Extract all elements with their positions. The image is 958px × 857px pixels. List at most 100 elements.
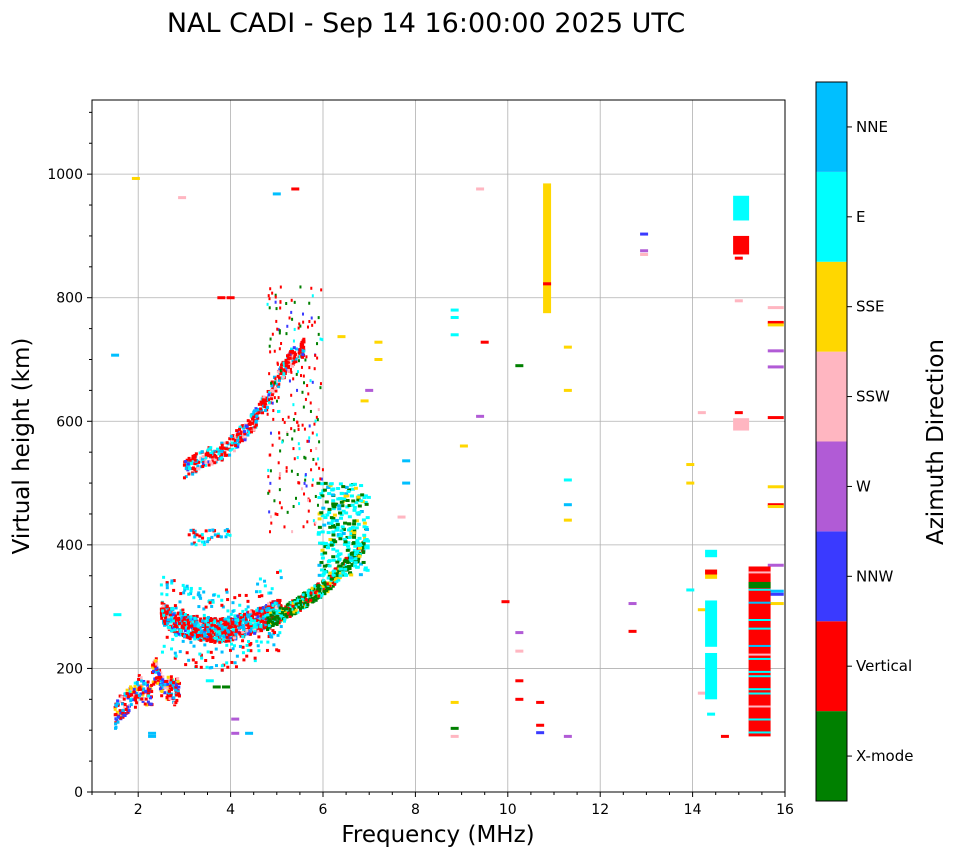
echo-pixel xyxy=(202,590,206,594)
echo-pixel xyxy=(253,425,257,429)
echo-pixel xyxy=(287,415,290,419)
echo-pixel xyxy=(316,531,321,535)
echo-pixel xyxy=(151,680,155,684)
echo-pixel xyxy=(155,670,159,674)
echo-pixel xyxy=(174,701,178,705)
echo-pixel xyxy=(226,609,230,613)
echo-pixel xyxy=(234,632,238,636)
echo-pixel xyxy=(178,633,182,637)
echo-pixel xyxy=(285,466,288,470)
echo-pixel xyxy=(323,541,328,545)
echo-pixel xyxy=(212,621,216,625)
echo-pixel xyxy=(199,465,203,469)
echo-pixel xyxy=(223,618,227,622)
echo-pixel xyxy=(198,451,202,455)
echo-pixel xyxy=(262,626,266,630)
echo-pixel xyxy=(186,587,190,591)
echo-pixel xyxy=(230,660,234,664)
echo-pixel xyxy=(277,608,281,612)
echo-pixel xyxy=(199,631,203,635)
echo-pixel xyxy=(304,397,307,401)
echo-pixel xyxy=(686,481,695,485)
echo-pixel xyxy=(319,386,322,390)
echo-pixel xyxy=(189,589,193,593)
echo-pixel xyxy=(263,611,267,615)
echo-pixel xyxy=(208,618,212,622)
echo-pixel xyxy=(190,460,194,464)
echo-pixel xyxy=(300,605,304,609)
echo-pixel xyxy=(311,431,314,435)
echo-pixel xyxy=(354,526,359,530)
echo-pixel xyxy=(202,543,206,547)
echo-pixel xyxy=(169,681,173,685)
echo-pixel xyxy=(179,628,183,632)
echo-pixel xyxy=(187,592,191,596)
echo-pixel xyxy=(246,433,250,437)
echo-pixel xyxy=(342,542,347,546)
echo-pixel xyxy=(216,622,220,626)
echo-pixel xyxy=(161,606,165,610)
echo-pixel xyxy=(166,625,170,629)
echo-pixel xyxy=(283,610,287,614)
echo-pixel xyxy=(277,604,281,608)
echo-pixel xyxy=(233,616,237,620)
echo-pixel xyxy=(182,621,186,625)
echo-block xyxy=(543,282,552,286)
echo-pixel xyxy=(234,625,238,629)
echo-pixel xyxy=(360,493,365,497)
echo-pixel xyxy=(238,593,242,597)
echo-pixel xyxy=(359,552,363,556)
echo-pixel xyxy=(179,612,183,616)
echo-pixel xyxy=(164,616,168,620)
echo-pixel xyxy=(123,702,127,706)
echo-pixel xyxy=(181,639,185,643)
echo-pixel xyxy=(187,658,191,662)
echo-pixel xyxy=(188,622,192,626)
echo-pixel xyxy=(202,607,206,611)
echo-pixel xyxy=(279,306,282,310)
echo-pixel xyxy=(146,689,150,693)
echo-pixel xyxy=(278,378,282,382)
echo-pixel xyxy=(275,307,278,311)
echo-pixel xyxy=(273,499,276,503)
echo-pixel xyxy=(278,409,281,413)
echo-pixel xyxy=(246,428,250,432)
echo-pixel xyxy=(298,322,301,326)
echo-pixel xyxy=(137,686,141,690)
echo-pixel xyxy=(288,605,292,609)
echo-pixel xyxy=(115,710,119,714)
echo-pixel xyxy=(162,610,166,614)
echo-pixel xyxy=(707,712,716,716)
echo-pixel xyxy=(199,619,203,623)
echo-pixel xyxy=(347,515,352,519)
echo-pixel xyxy=(263,402,267,406)
echo-pixel xyxy=(270,587,274,591)
echo-pixel xyxy=(450,308,459,312)
echo-pixel xyxy=(356,497,361,501)
echo-pixel xyxy=(203,632,207,636)
echo-pixel xyxy=(280,506,283,510)
echo-pixel xyxy=(284,605,288,609)
echo-pixel xyxy=(309,591,313,595)
echo-pixel xyxy=(277,461,280,465)
echo-block xyxy=(748,670,771,673)
echo-pixel xyxy=(181,626,185,630)
echo-pixel xyxy=(220,453,224,457)
echo-pixel xyxy=(313,320,316,324)
echo-pixel xyxy=(320,477,323,481)
echo-pixel xyxy=(288,356,292,360)
echo-pixel xyxy=(152,666,156,670)
echo-pixel xyxy=(133,705,137,709)
echo-pixel xyxy=(177,692,181,696)
echo-pixel xyxy=(362,521,367,525)
echo-pixel xyxy=(178,622,182,626)
echo-pixel xyxy=(268,395,272,399)
echo-pixel xyxy=(225,527,229,531)
echo-pixel xyxy=(183,629,187,633)
echo-pixel xyxy=(209,625,213,629)
echo-pixel xyxy=(219,619,223,623)
echo-pixel xyxy=(308,499,311,503)
echo-pixel xyxy=(249,626,253,630)
echo-pixel xyxy=(288,607,292,611)
